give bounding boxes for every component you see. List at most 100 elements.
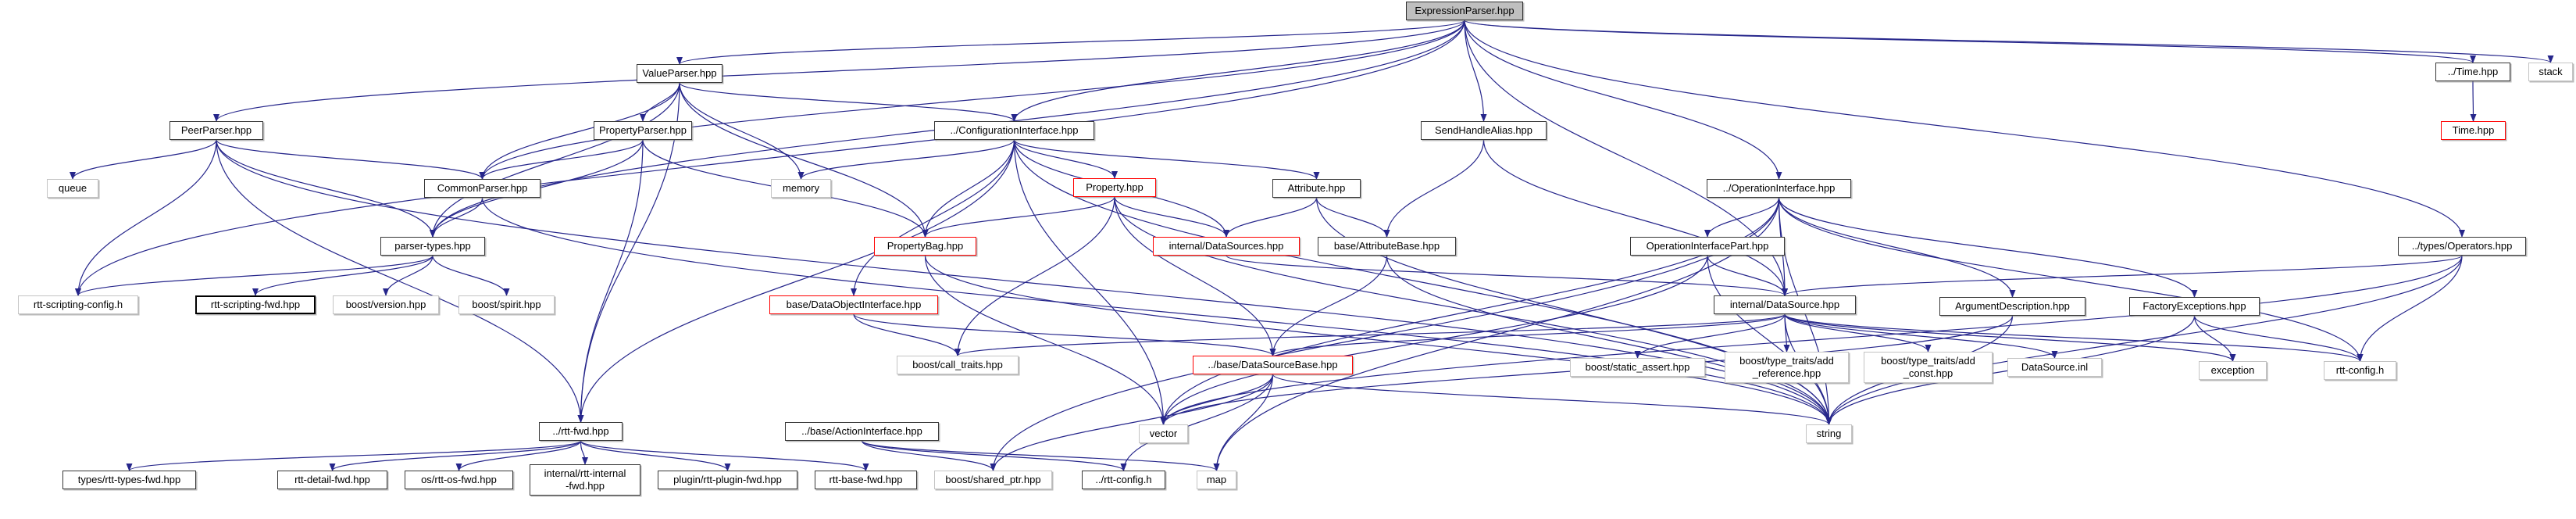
- include-edge-operators-vector: [1160, 255, 2463, 425]
- graph-node-osfwd[interactable]: os/rtt-os-fwd.hpp: [405, 471, 513, 489]
- include-edge-valueparser-commonparser: [479, 82, 680, 180]
- include-edge-peerparser-queue: [70, 139, 217, 180]
- graph-node-staticassert[interactable]: boost/static_assert.hpp: [1570, 358, 1705, 377]
- graph-node-addconst[interactable]: boost/type_traits/add _const.hpp: [1864, 352, 1993, 383]
- include-edge-configurationinterface-attribute: [1013, 139, 1320, 180]
- include-edge-actioninterface-map: [861, 440, 1220, 471]
- include-edge-parsertypes-boostspirit: [432, 255, 510, 296]
- graph-node-vector[interactable]: vector: [1139, 424, 1188, 443]
- graph-node-time_hpp[interactable]: Time.hpp: [2441, 121, 2506, 140]
- graph-node-factoryexceptions[interactable]: FactoryExceptions.hpp: [2129, 297, 2260, 316]
- include-edge-datasources-datasource: [1226, 255, 1788, 296]
- graph-node-datasourceinl[interactable]: DataSource.inl: [2007, 358, 2102, 377]
- graph-node-detailfwd[interactable]: rtt-detail-fwd.hpp: [277, 471, 387, 489]
- graph-node-rttconfig[interactable]: rtt-config.h: [2324, 361, 2396, 380]
- include-edge-propertyparser-commonparser: [479, 139, 644, 180]
- include-edge-peerparser-parsertypes: [216, 139, 436, 238]
- graph-node-pluginfwd[interactable]: plugin/rtt-plugin-fwd.hpp: [658, 471, 797, 489]
- graph-node-expressionparser[interactable]: ExpressionParser.hpp: [1406, 2, 1523, 20]
- graph-node-memory[interactable]: memory: [771, 179, 831, 198]
- include-edge-sendhandlealias-attributebase: [1383, 139, 1485, 238]
- graph-node-operationinterfacepart[interactable]: OperationInterfacePart.hpp: [1630, 237, 1785, 256]
- include-edge-actioninterface-rttconfig2: [861, 440, 1127, 471]
- graph-node-string[interactable]: string: [1806, 424, 1852, 443]
- include-edge-propertyparser-rttfwd: [577, 139, 644, 423]
- include-edge-configurationinterface-vector: [1013, 139, 1167, 425]
- graph-node-propertyparser[interactable]: PropertyParser.hpp: [594, 121, 692, 140]
- include-edge-datasource-staticassert: [1634, 313, 1786, 359]
- graph-node-time_rel[interactable]: ../Time.hpp: [2435, 63, 2510, 81]
- graph-node-exception[interactable]: exception: [2199, 361, 2267, 380]
- include-edge-datasource-rttconfig: [1784, 313, 2364, 362]
- include-edge-attribute-attributebase: [1315, 197, 1390, 238]
- include-edge-time_rel-time_hpp: [2470, 81, 2477, 122]
- graph-node-datasource[interactable]: internal/DataSource.hpp: [1714, 295, 1856, 314]
- include-edge-operationinterfacepart-vector: [1160, 255, 1708, 425]
- graph-node-configurationinterface[interactable]: ../ConfigurationInterface.hpp: [934, 121, 1094, 140]
- graph-node-operationinterface[interactable]: ../OperationInterface.hpp: [1707, 179, 1851, 198]
- graph-node-stack[interactable]: stack: [2528, 63, 2573, 81]
- graph-node-datasourcebase[interactable]: ../base/DataSourceBase.hpp: [1193, 356, 1353, 374]
- include-edge-expressionparser-stack: [1464, 20, 2553, 63]
- graph-node-boostspirit[interactable]: boost/spirit.hpp: [458, 295, 555, 314]
- include-edge-peerparser-scriptingconfig: [75, 139, 217, 296]
- include-edge-valueparser-propertyparser: [640, 82, 680, 122]
- include-edge-propertybag-string: [924, 255, 1832, 425]
- include-edge-operators-datasource: [1782, 255, 2463, 296]
- include-edge-operationinterface-factoryexceptions: [1778, 197, 2198, 298]
- graph-node-calltraits[interactable]: boost/call_traits.hpp: [897, 356, 1019, 374]
- include-edge-factoryexceptions-exception: [2193, 315, 2236, 362]
- graph-node-typesfwd[interactable]: types/rtt-types-fwd.hpp: [62, 471, 196, 489]
- include-edge-operationinterface-rttconfig: [1778, 197, 2364, 362]
- include-edge-operationinterfacepart-datasource: [1707, 255, 1788, 296]
- graph-node-map[interactable]: map: [1197, 471, 1236, 489]
- include-edge-property-datasourcebase: [1114, 196, 1276, 356]
- include-edge-datasource-calltraits: [954, 313, 1786, 356]
- graph-node-basefwd[interactable]: rtt-base-fwd.hpp: [815, 471, 917, 489]
- include-edge-operationinterfacepart-string: [1707, 255, 1832, 425]
- graph-node-attributebase[interactable]: base/AttributeBase.hpp: [1318, 237, 1456, 256]
- graph-node-sharedptr[interactable]: boost/shared_ptr.hpp: [934, 471, 1052, 489]
- graph-node-argumentdescription[interactable]: ArgumentDescription.hpp: [1939, 297, 2085, 316]
- include-edge-peerparser-commonparser: [216, 139, 486, 180]
- include-edge-datasourcebase-vector: [1160, 374, 1274, 425]
- graph-node-sendhandlealias[interactable]: SendHandleAlias.hpp: [1421, 121, 1547, 140]
- graph-node-datasources[interactable]: internal/DataSources.hpp: [1153, 237, 1300, 256]
- graph-node-commonparser[interactable]: CommonParser.hpp: [424, 179, 541, 198]
- graph-node-valueparser[interactable]: ValueParser.hpp: [637, 64, 722, 83]
- graph-node-internalfwd[interactable]: internal/rtt-internal -fwd.hpp: [530, 464, 640, 496]
- include-edge-expressionparser-operationinterface: [1464, 20, 1782, 180]
- include-edge-expressionparser-configurationinterface: [1011, 20, 1465, 122]
- graph-node-operators[interactable]: ../types/Operators.hpp: [2398, 237, 2526, 256]
- include-edge-operationinterface-argumentdescription: [1778, 197, 2016, 298]
- include-edge-parsertypes-scriptingfwd: [252, 255, 433, 296]
- graph-node-rttconfig2[interactable]: ../rtt-config.h: [1082, 471, 1165, 489]
- graph-node-queue[interactable]: queue: [47, 179, 98, 198]
- graph-node-addreference[interactable]: boost/type_traits/add _reference.hpp: [1725, 352, 1849, 383]
- include-edge-operators-string: [1825, 255, 2463, 425]
- graph-node-dataobjectinterface[interactable]: base/DataObjectInterface.hpp: [769, 295, 938, 314]
- graph-node-propertybag[interactable]: PropertyBag.hpp: [874, 237, 976, 256]
- include-edge-configurationinterface-rttfwd: [577, 139, 1015, 423]
- graph-node-scriptingconfig[interactable]: rtt-scripting-config.h: [18, 295, 138, 314]
- include-edge-configurationinterface-propertybag: [922, 139, 1015, 238]
- graph-node-peerparser[interactable]: PeerParser.hpp: [169, 121, 263, 140]
- graph-node-actioninterface[interactable]: ../base/ActionInterface.hpp: [785, 422, 939, 441]
- graph-node-attribute[interactable]: Attribute.hpp: [1272, 179, 1361, 198]
- include-edge-valueparser-parsertypes: [430, 82, 680, 238]
- include-edge-property-datasources: [1114, 196, 1229, 238]
- include-edge-datasource-exception: [1784, 313, 2236, 362]
- include-edge-operators-rttconfig: [2357, 255, 2463, 362]
- include-edge-datasource-datasourceinl: [1784, 313, 2058, 359]
- include-edge-attributebase-string: [1386, 255, 1832, 425]
- include-edge-property-propertybag: [922, 196, 1115, 238]
- include-edge-valueparser-configurationinterface: [679, 82, 1018, 122]
- graph-node-property[interactable]: Property.hpp: [1073, 178, 1156, 197]
- graph-node-rttfwd[interactable]: ../rtt-fwd.hpp: [539, 422, 623, 441]
- graph-node-parsertypes[interactable]: parser-types.hpp: [380, 237, 485, 256]
- graph-node-boostversion[interactable]: boost/version.hpp: [333, 295, 439, 314]
- graph-node-scriptingfwd[interactable]: rtt-scripting-fwd.hpp: [195, 295, 316, 314]
- include-edge-rttfwd-typesfwd: [126, 440, 582, 471]
- include-edge-expressionparser-time_rel: [1464, 20, 2476, 63]
